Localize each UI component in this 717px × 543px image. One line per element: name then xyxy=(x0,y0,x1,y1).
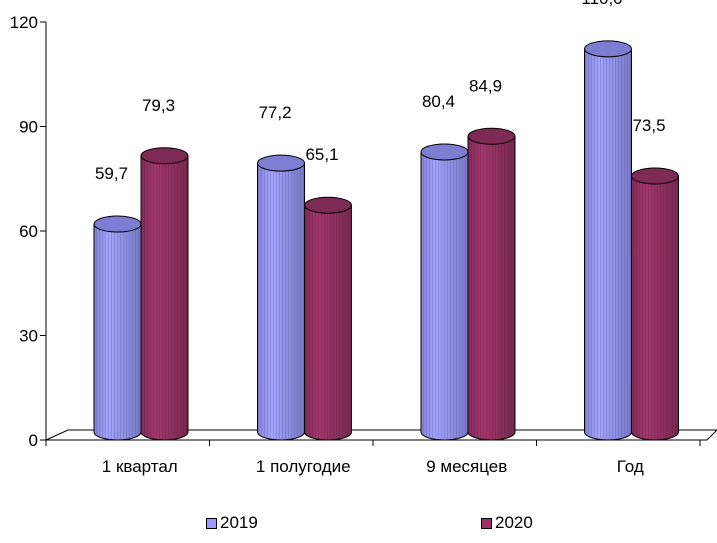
bar-2019-3 xyxy=(420,143,469,441)
y-tick-label: 90 xyxy=(19,118,38,137)
bar-2020-1 xyxy=(140,147,189,441)
legend-label-2020: 2020 xyxy=(495,513,533,532)
bar-2019-1 xyxy=(93,215,142,441)
y-tick-label: 0 xyxy=(29,431,38,450)
bar-2020-3 xyxy=(467,127,516,441)
y-tick-label: 60 xyxy=(19,222,38,241)
data-label-2020-3: 84,9 xyxy=(469,76,502,95)
x-tick-label: 1 квартал xyxy=(102,457,178,476)
data-label-2019-3: 80,4 xyxy=(422,92,455,111)
x-tick-label: 9 месяцев xyxy=(426,457,507,476)
data-label-2020-1: 79,3 xyxy=(142,96,175,115)
data-label-2019-1: 59,7 xyxy=(95,164,128,183)
legend-item-2019: 2019 xyxy=(206,513,258,533)
legend: 2019 2020 xyxy=(0,513,717,535)
y-tick-label: 30 xyxy=(19,327,38,346)
bar-2019-4 xyxy=(584,40,632,441)
x-tick-label: 1 полугодие xyxy=(256,457,351,476)
data-label-2019-2: 77,2 xyxy=(258,103,291,122)
data-label-2019-4: 110,0 xyxy=(581,0,622,8)
bar-2020-2 xyxy=(304,196,352,441)
y-tick-label: 120 xyxy=(10,13,38,32)
legend-item-2020: 2020 xyxy=(481,513,533,533)
data-label-2020-4: 73,5 xyxy=(632,116,665,135)
x-tick-label: Год xyxy=(617,457,644,476)
bar-2019-2 xyxy=(257,154,305,441)
bar-2020-4 xyxy=(631,167,679,441)
data-label-2020-2: 65,1 xyxy=(305,145,338,164)
legend-label-2019: 2019 xyxy=(220,513,258,532)
legend-swatch-2020 xyxy=(481,517,492,529)
legend-swatch-2019 xyxy=(206,517,217,529)
